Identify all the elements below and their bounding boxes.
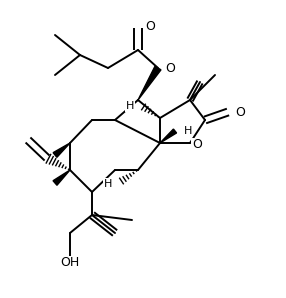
Text: OH: OH	[60, 257, 80, 269]
Text: H: H	[126, 101, 134, 111]
Text: H: H	[184, 126, 192, 136]
Text: O: O	[235, 105, 245, 119]
Text: O: O	[192, 139, 202, 151]
Polygon shape	[53, 170, 70, 185]
Polygon shape	[138, 66, 161, 100]
Text: O: O	[145, 21, 155, 33]
Text: H: H	[104, 179, 112, 189]
Text: O: O	[165, 61, 175, 74]
Polygon shape	[53, 143, 70, 157]
Polygon shape	[160, 129, 176, 143]
